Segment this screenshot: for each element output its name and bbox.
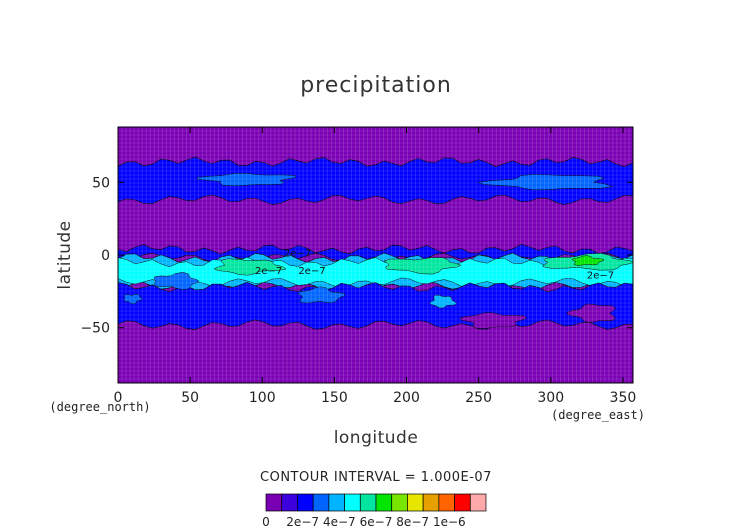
contour-blob [571, 255, 605, 266]
y-tick-label: 50 [92, 175, 110, 191]
colorbar-tick-label: 1e−6 [433, 515, 466, 529]
colorbar-swatch [391, 493, 408, 512]
colorbar-swatch [438, 493, 455, 512]
colorbar-swatch [297, 493, 314, 512]
x-tick-label: 100 [249, 390, 276, 406]
colorbar-swatch [265, 493, 283, 512]
colorbar-swatch [312, 493, 330, 512]
x-tick-label: 200 [393, 390, 420, 406]
colorbar-tick-label: 2e−7 [286, 515, 319, 529]
grid-lines [118, 127, 633, 383]
colorbar-swatch [344, 493, 361, 512]
x-tick-label: 50 [181, 390, 199, 406]
x-axis-unit: (degree_east) [551, 408, 645, 422]
contour-label: 2e−7 [587, 270, 614, 281]
colorbar-swatch [469, 493, 487, 512]
x-tick-label: 300 [537, 390, 564, 406]
colorbar-swatch [407, 493, 424, 512]
contour-blob [458, 312, 528, 329]
colorbar-tick-label: 6e−7 [360, 515, 393, 529]
x-tick-label: 350 [610, 390, 637, 406]
colorbar-labels: 0 2e−7 4e−7 6e−7 8e−7 1e−6 [262, 515, 466, 529]
contour-blob [153, 272, 200, 290]
contour-blob [478, 174, 613, 191]
contour-label: 2e−7 [255, 266, 282, 277]
y-tick-label: 0 [101, 248, 110, 264]
x-tick-label: 0 [114, 390, 123, 406]
contour-blob [196, 173, 296, 187]
x-tick-label: 150 [321, 390, 348, 406]
x-axis-ticks: 0 50 100 150 200 250 300 350 [114, 127, 637, 406]
chart-title: precipitation [300, 73, 452, 98]
y-tick-label: −50 [80, 321, 110, 337]
x-tick-label: 250 [465, 390, 492, 406]
contour-label: 2e−7 [284, 248, 311, 259]
colorbar-swatch [328, 493, 345, 512]
colorbar-swatch [375, 493, 393, 512]
contour-label: 2e−7 [298, 266, 325, 277]
contour-blob [565, 303, 617, 323]
colorbar-tick-label: 4e−7 [323, 515, 356, 529]
contour-blob [297, 286, 345, 304]
contour-field [118, 127, 633, 383]
contour-blob [123, 293, 143, 305]
y-axis-ticks: 50 0 −50 [80, 175, 633, 337]
colorbar-swatch [422, 493, 440, 512]
y-axis-label: latitude [55, 220, 75, 289]
colorbar-tick-label: 0 [262, 515, 270, 529]
colorbar-swatch [454, 493, 471, 512]
contour-blob [383, 257, 462, 275]
contour-blob [213, 258, 287, 276]
colorbar [265, 493, 487, 512]
contour-blob [429, 294, 457, 309]
x-axis-label: longitude [334, 428, 419, 448]
colorbar-swatch [359, 493, 377, 512]
contour-labels: 2e−72e−7 2e−7 2e−7 [255, 248, 614, 281]
colorbar-swatch [281, 493, 298, 512]
contour-band [118, 156, 633, 206]
contour-interval-label: CONTOUR INTERVAL = 1.000E-07 [260, 470, 492, 485]
colorbar-tick-label: 8e−7 [396, 515, 429, 529]
y-axis-unit: (degree_north) [49, 400, 150, 414]
